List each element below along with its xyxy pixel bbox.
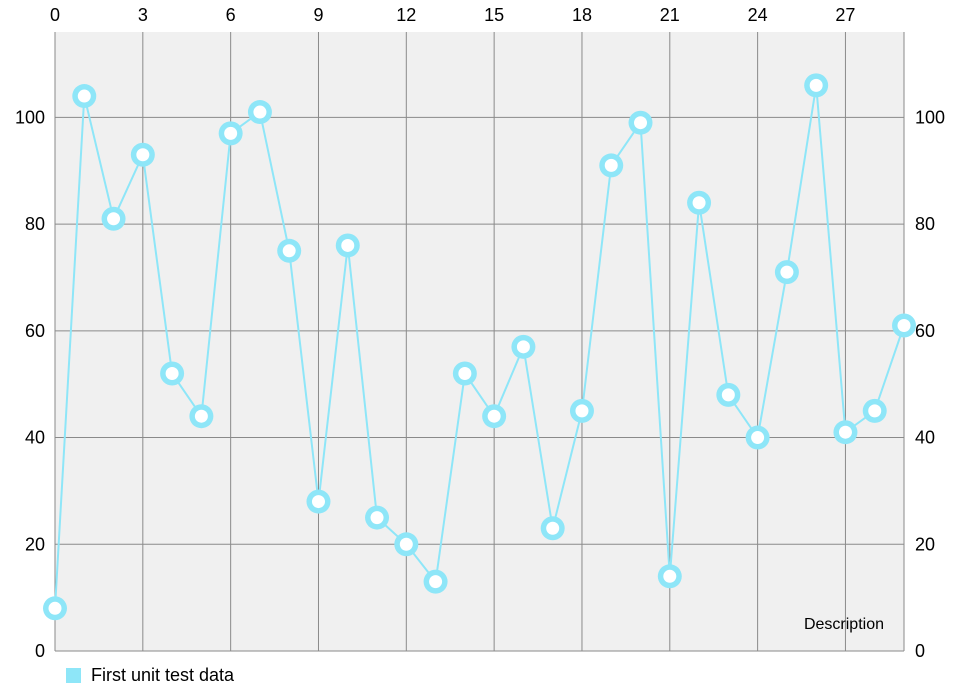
line-chart-svg: 0 3 6 9 12 15 18 21 24 27 0 0 20 20 40 40 60 60 80 80 100 10…	[15, 5, 945, 660]
data-point-hole	[721, 388, 735, 402]
x-tick-label: 24	[748, 5, 768, 25]
data-point-hole	[399, 537, 413, 551]
data-point-hole	[634, 116, 648, 130]
data-point-hole	[107, 212, 121, 226]
y-tick-label-left: 100	[15, 107, 45, 127]
chart-description: Description	[804, 616, 884, 633]
plot-area	[55, 32, 904, 651]
data-point-hole	[751, 431, 765, 445]
data-point-hole	[194, 409, 208, 423]
x-axis-top: 0 3 6 9 12 15 18 21 24 27	[50, 5, 855, 25]
y-tick-label-left: 40	[25, 428, 45, 448]
data-point-hole	[487, 409, 501, 423]
y-tick-label-left: 20	[25, 534, 45, 554]
x-tick-label: 15	[484, 5, 504, 25]
x-tick-label: 6	[226, 5, 236, 25]
data-point-hole	[575, 404, 589, 418]
data-point-hole	[136, 148, 150, 162]
y-tick-label-right: 100	[915, 107, 945, 127]
data-point-hole	[780, 265, 794, 279]
data-point-hole	[692, 196, 706, 210]
data-point-hole	[458, 367, 472, 381]
data-point-hole	[341, 238, 355, 252]
y-tick-label-right: 20	[915, 534, 935, 554]
y-tick-label-right: 0	[915, 641, 925, 660]
data-point-hole	[546, 521, 560, 535]
x-tick-label: 0	[50, 5, 60, 25]
data-point-hole	[809, 78, 823, 92]
data-point-hole	[604, 158, 618, 172]
x-tick-label: 12	[396, 5, 416, 25]
x-tick-label: 27	[835, 5, 855, 25]
legend-swatch	[66, 667, 81, 683]
data-point-hole	[77, 89, 91, 103]
data-point-hole	[897, 318, 911, 332]
plot-background	[55, 32, 904, 651]
y-tick-label-right: 60	[915, 321, 935, 341]
data-point-hole	[224, 126, 238, 140]
data-point-hole	[429, 575, 443, 589]
y-tick-label-left: 80	[25, 214, 45, 234]
x-tick-label: 9	[313, 5, 323, 25]
y-tick-label-right: 40	[915, 428, 935, 448]
data-point-hole	[311, 495, 325, 509]
data-point-hole	[516, 340, 530, 354]
data-point-hole	[165, 367, 179, 381]
x-tick-label: 18	[572, 5, 592, 25]
data-point-hole	[868, 404, 882, 418]
legend-label: First unit test data	[91, 664, 235, 685]
series-group	[43, 73, 916, 621]
data-point-hole	[370, 511, 384, 525]
y-tick-label-right: 80	[915, 214, 935, 234]
data-point-hole	[282, 244, 296, 258]
data-point-hole	[838, 425, 852, 439]
y-axes: 0 0 20 20 40 40 60 60 80 80 100 100	[15, 107, 945, 660]
y-tick-label-left: 0	[35, 641, 45, 660]
legend: First unit test data	[66, 664, 234, 686]
y-tick-label-left: 60	[25, 321, 45, 341]
x-tick-label: 3	[138, 5, 148, 25]
data-point-hole	[48, 601, 62, 615]
data-point-hole	[253, 105, 267, 119]
x-tick-label: 21	[660, 5, 680, 25]
data-point-hole	[663, 569, 677, 583]
